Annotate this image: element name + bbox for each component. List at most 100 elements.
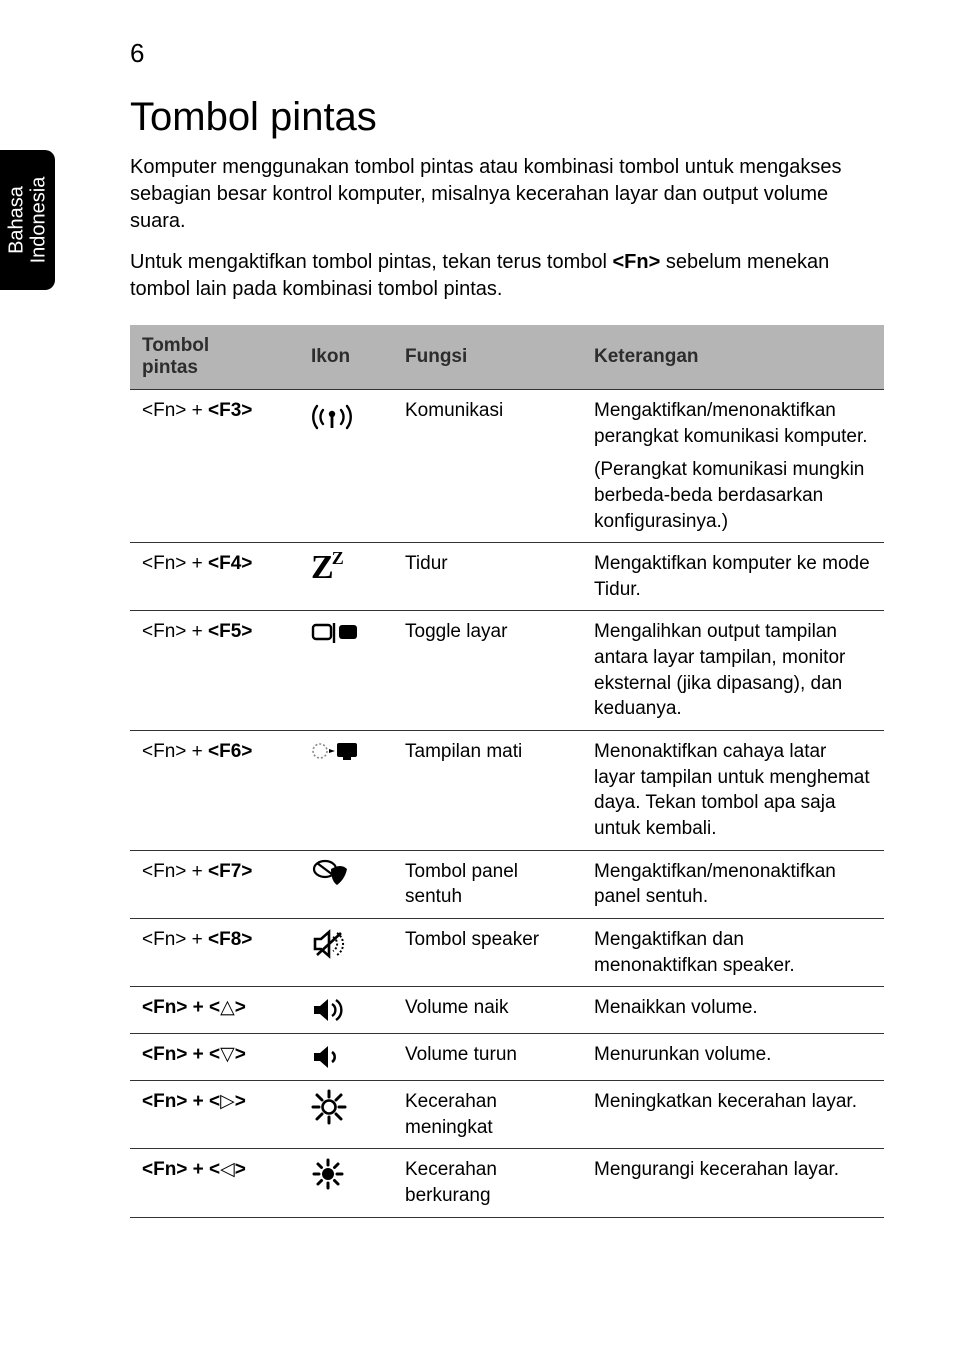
hk-prefix: <Fn> +	[142, 861, 208, 882]
table-row: <Fn> + <◁>	[130, 1149, 884, 1217]
description-cell: Menonaktifkan cahaya latar layar tampila…	[582, 731, 884, 851]
th-description: Keterangan	[582, 325, 884, 390]
hk-tri: ▷	[220, 1091, 235, 1112]
intro-paragraph-1: Komputer menggunakan tombol pintas atau …	[130, 154, 884, 235]
table-row: <Fn> + <F4> ZZ Tidur Mengaktifkan komput…	[130, 543, 884, 611]
function-cell: Kecerahan meningkat	[393, 1081, 582, 1149]
function-cell: Komunikasi	[393, 390, 582, 543]
hotkey-cell: <Fn> + <▷>	[130, 1081, 299, 1149]
display-off-icon	[311, 739, 359, 763]
table-row: <Fn> + <▽> Volume turun Menurunkan volum…	[130, 1034, 884, 1081]
hotkey-cell: <Fn> + <F6>	[130, 731, 299, 851]
function-cell: Tampilan mati	[393, 731, 582, 851]
hk-prefix: <Fn> + <	[142, 1159, 220, 1180]
hk-key: <F3>	[208, 400, 252, 421]
table-row: <Fn> + <▷>	[130, 1081, 884, 1149]
description-cell: Mengaktifkan/menonaktifkan panel sentuh.	[582, 850, 884, 918]
table-row: <Fn> + <F7> Tombol panel sentuh Mengakti…	[130, 850, 884, 918]
icon-cell	[299, 731, 393, 851]
th-hotkey: Tombol pintas	[130, 325, 299, 390]
hotkey-cell: <Fn> + <F5>	[130, 611, 299, 731]
side-tab-line2: Indonesia	[28, 177, 50, 264]
hotkey-cell: <Fn> + <F7>	[130, 850, 299, 918]
table-header-row: Tombol pintas Ikon Fungsi Keterangan	[130, 325, 884, 390]
description-cell: Mengurangi kecerahan layar.	[582, 1149, 884, 1217]
hk-key: <F6>	[208, 741, 252, 762]
th-hotkey-l2: pintas	[142, 357, 287, 379]
description-cell: Meningkatkan kecerahan layar.	[582, 1081, 884, 1149]
description-cell: Mengalihkan output tampilan antara layar…	[582, 611, 884, 731]
icon-cell: ZZ	[299, 543, 393, 611]
th-icon: Ikon	[299, 325, 393, 390]
hk-key: <F4>	[208, 553, 252, 574]
volume-up-icon	[311, 995, 347, 1025]
icon-cell	[299, 1081, 393, 1149]
th-function: Fungsi	[393, 325, 582, 390]
table-row: <Fn> + <F3> Komunikasi	[130, 390, 884, 543]
hk-key: <F7>	[208, 861, 252, 882]
icon-cell	[299, 1149, 393, 1217]
intro-p2-bold: <Fn>	[612, 251, 660, 273]
hotkey-cell: <Fn> + <F8>	[130, 918, 299, 986]
function-cell: Volume naik	[393, 987, 582, 1034]
hk-key: <F5>	[208, 621, 252, 642]
sleep-icon: ZZ	[311, 549, 346, 586]
description-cell: Menaikkan volume.	[582, 987, 884, 1034]
page-title: Tombol pintas	[130, 95, 884, 140]
hk-suffix: >	[235, 1044, 246, 1065]
hotkey-cell: <Fn> + <F3>	[130, 390, 299, 543]
hk-prefix: <Fn> +	[142, 929, 208, 950]
description-cell: Mengaktifkan/menonaktifkan perangkat kom…	[582, 390, 884, 543]
hk-tri: △	[220, 997, 235, 1018]
touchpad-icon	[311, 859, 351, 891]
icon-cell	[299, 918, 393, 986]
hk-prefix: <Fn> +	[142, 400, 208, 421]
language-side-tab: Bahasa Indonesia	[0, 150, 55, 290]
intro-p2-a: Untuk mengaktifkan tombol pintas, tekan …	[130, 251, 612, 273]
description-cell: Menurunkan volume.	[582, 1034, 884, 1081]
description-cell: Mengaktifkan dan menonaktifkan speaker.	[582, 918, 884, 986]
hk-tri: ◁	[220, 1159, 235, 1180]
description-cell: Mengaktifkan komputer ke mode Tidur.	[582, 543, 884, 611]
th-hotkey-l1: Tombol	[142, 335, 287, 357]
brightness-up-icon	[311, 1089, 347, 1125]
wireless-icon	[311, 398, 353, 436]
hotkey-cell: <Fn> + <▽>	[130, 1034, 299, 1081]
icon-cell	[299, 1034, 393, 1081]
function-cell: Toggle layar	[393, 611, 582, 731]
page-number: 6	[130, 38, 144, 69]
hk-prefix: <Fn> +	[142, 741, 208, 762]
side-tab-line1: Bahasa	[6, 186, 28, 254]
hk-prefix: <Fn> + <	[142, 1044, 220, 1065]
hotkey-cell: <Fn> + <◁>	[130, 1149, 299, 1217]
display-toggle-icon	[311, 619, 359, 647]
icon-cell	[299, 611, 393, 731]
hotkeys-table: Tombol pintas Ikon Fungsi Keterangan <Fn…	[130, 325, 884, 1218]
function-cell: Tombol panel sentuh	[393, 850, 582, 918]
hk-tri: ▽	[220, 1044, 235, 1065]
hk-suffix: >	[235, 997, 246, 1018]
table-row: <Fn> + <F5> Toggle layar Mengalihkan out…	[130, 611, 884, 731]
volume-down-icon	[311, 1042, 343, 1072]
hk-prefix: <Fn> +	[142, 553, 208, 574]
hk-prefix: <Fn> + <	[142, 997, 220, 1018]
icon-cell	[299, 390, 393, 543]
intro-paragraph-2: Untuk mengaktifkan tombol pintas, tekan …	[130, 249, 884, 303]
hk-prefix: <Fn> + <	[142, 1091, 220, 1112]
table-row: <Fn> + <△> Volume naik Menaikkan volume.	[130, 987, 884, 1034]
table-row: <Fn> + <F6> Tampilan mati Menonaktifkan …	[130, 731, 884, 851]
hotkey-cell: <Fn> + <F4>	[130, 543, 299, 611]
function-cell: Kecerahan berkurang	[393, 1149, 582, 1217]
desc-p1: Mengaktifkan/menonaktifkan perangkat kom…	[594, 398, 872, 449]
hotkey-cell: <Fn> + <△>	[130, 987, 299, 1034]
table-row: <Fn> + <F8> Tombol speaker Mengaktifkan …	[130, 918, 884, 986]
brightness-down-icon	[311, 1157, 345, 1191]
speaker-mute-icon	[311, 927, 347, 961]
hk-prefix: <Fn> +	[142, 621, 208, 642]
hk-key: <F8>	[208, 929, 252, 950]
hk-suffix: >	[235, 1091, 246, 1112]
icon-cell	[299, 987, 393, 1034]
icon-cell	[299, 850, 393, 918]
function-cell: Tidur	[393, 543, 582, 611]
function-cell: Tombol speaker	[393, 918, 582, 986]
